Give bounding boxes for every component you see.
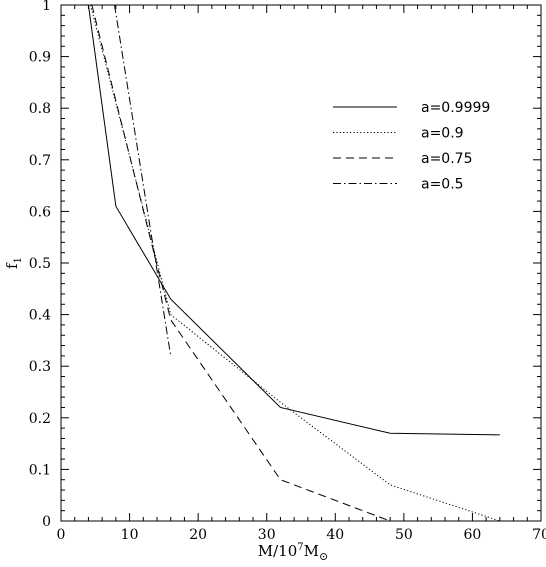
series-lines [87,5,501,521]
y-tick-label: 0.7 [29,153,51,169]
y-axis-label: f1 [3,257,24,269]
legend-label: a=0.5 [421,177,464,193]
y-tick-label: 0.8 [29,101,51,117]
x-axis-label-superscript: 7 [297,542,303,553]
legend-label: a=0.9 [421,126,464,142]
x-tick-label: 0 [57,527,66,543]
tick-labels: 0 10 20 30 40 50 60 70 0 0.1 0.2 0.3 0.4 0.5 0.6 0.7 0.8… [29,0,546,543]
x-tick-label: 30 [258,527,276,543]
y-tick-label: 0.3 [29,359,51,375]
series-line [113,5,172,356]
x-tick-label: 60 [464,527,482,543]
x-tick-label: 40 [326,527,344,543]
x-axis-label: M/107M⊙ [258,542,328,563]
series-line [87,5,500,436]
y-tick-label: 0.4 [29,308,51,324]
x-axis-label-unit: M [304,542,319,560]
x-axis-label-unit-subscript: ⊙ [319,550,328,563]
axis-ticks [60,4,542,522]
x-tick-label: 10 [121,527,139,543]
y-tick-label: 0.1 [29,462,51,478]
y-axis-label-main: f [3,262,21,269]
y-tick-label: 0.6 [29,204,51,220]
y-tick-label: 0.2 [29,411,51,427]
series-line [90,5,501,521]
x-tick-label: 20 [189,527,207,543]
y-axis-label-subscript: 1 [13,257,24,263]
x-tick-label: 50 [395,527,413,543]
y-tick-label: 0.9 [29,50,51,66]
x-tick-label: 70 [532,527,546,543]
legend-label: a=0.75 [421,151,472,167]
y-tick-label: 1 [42,0,51,14]
x-axis-label-main: M/10 [258,542,298,560]
series-line [91,5,391,521]
legend-label: a=0.9999 [421,100,490,116]
y-tick-label: 0 [42,514,51,530]
y-tick-label: 0.5 [29,256,51,272]
legend: a=0.9999 a=0.9 a=0.75 a=0.5 [333,100,490,193]
plot-frame [60,4,542,522]
